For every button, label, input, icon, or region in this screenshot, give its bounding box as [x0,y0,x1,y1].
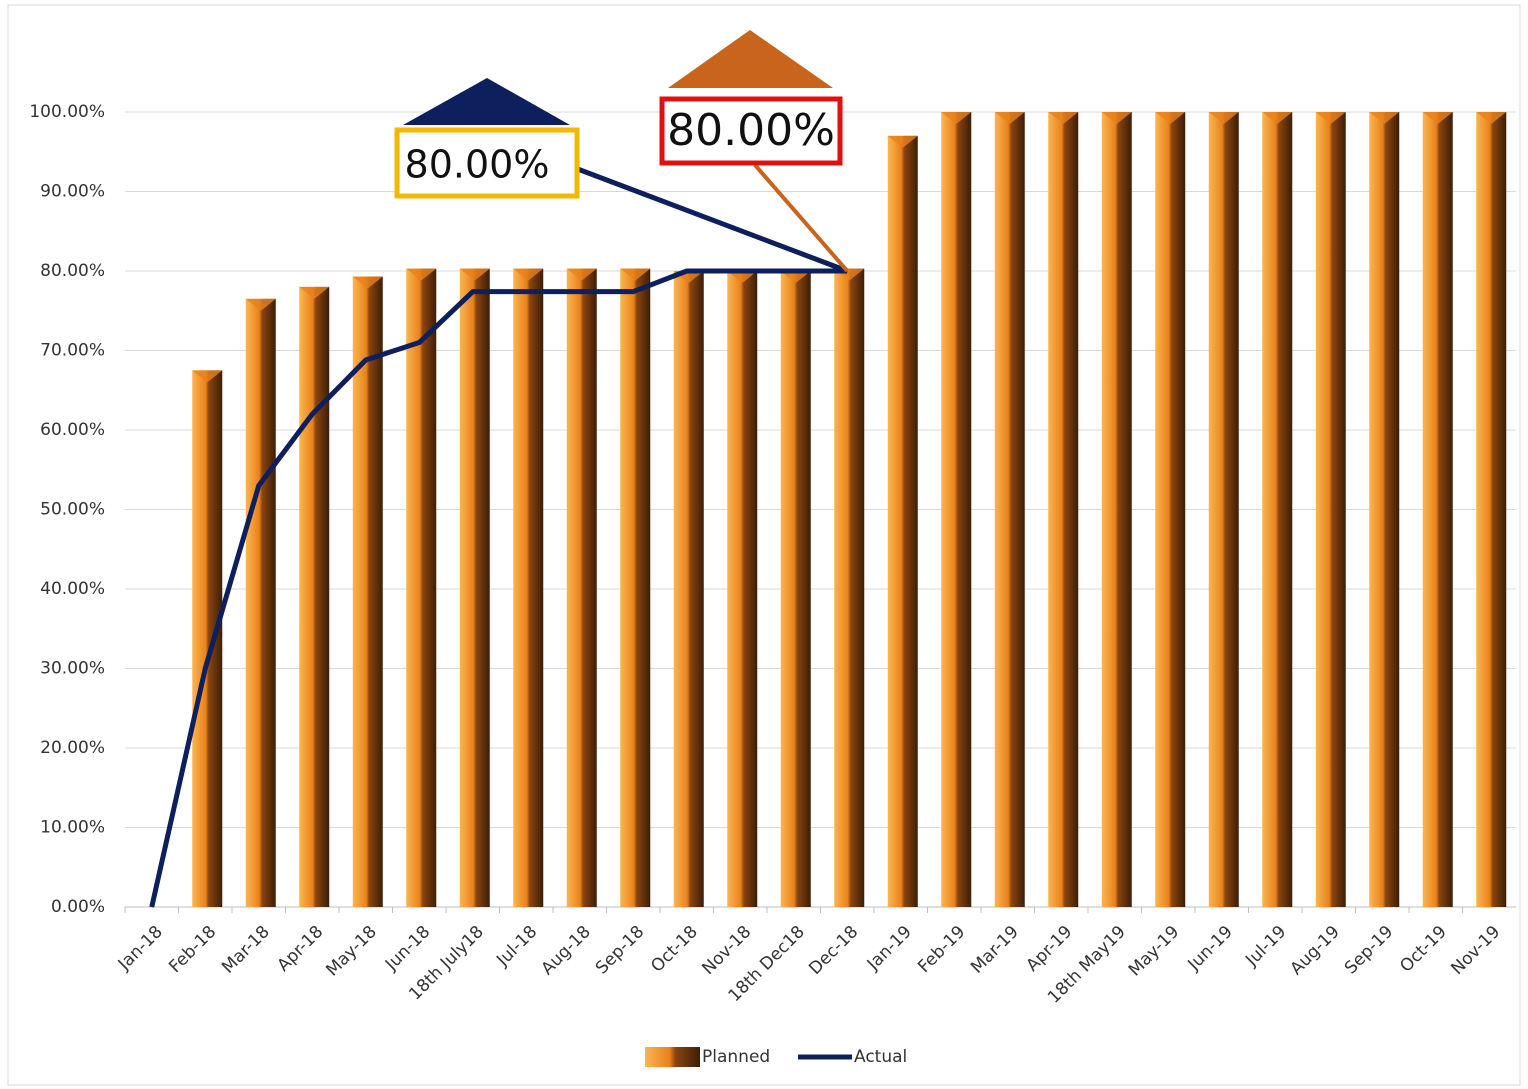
annotation-arrow [403,78,570,125]
leader-line [753,163,849,273]
bar-cap [780,271,811,283]
bar [1208,112,1239,907]
bar [192,370,223,907]
y-tick-label: 100.00% [29,102,105,122]
bar-cap [406,268,437,281]
bar [1155,112,1186,907]
bar [620,268,651,907]
bar [727,271,758,907]
y-tick-label: 50.00% [40,500,105,520]
bar-cap [727,271,758,283]
bar-cap [245,298,276,311]
bar [1101,112,1132,907]
y-tick-label: 60.00% [40,420,105,440]
bar [1048,112,1079,907]
y-tick-label: 40.00% [40,579,105,599]
line [149,268,848,908]
y-tick-label: 80.00% [40,261,105,281]
bar [245,298,276,907]
bar-cap [1155,112,1186,124]
annotation: 80.00% [405,143,550,187]
bar-cap [566,268,597,281]
legend-swatch [645,1047,700,1067]
bar-cap [192,370,223,383]
bar [459,268,490,907]
bar [887,135,918,908]
annotation-box [659,96,843,166]
bar-cap [1315,112,1346,124]
bar-cap [1262,112,1293,124]
bar-cap [1208,112,1239,124]
annotation-box [394,127,580,199]
bar [566,268,597,907]
bar [673,271,704,907]
annotation: 80.00% [667,105,835,156]
chart-frame [7,4,1521,1086]
legend-label: Actual [854,1047,907,1067]
bar-cap [299,286,330,299]
bar-cap [459,268,490,281]
bar-cap [994,112,1025,124]
annotation-arrow [668,30,833,88]
bar-cap [620,268,651,281]
y-tick-label: 70.00% [40,341,105,361]
bar-cap [941,112,972,124]
bar-cap [1369,112,1400,124]
leader-line [574,165,849,274]
bar [406,268,437,907]
bar [994,112,1025,907]
bar-cap [352,276,383,289]
bar [1476,112,1507,907]
y-tick-label: 90.00% [40,182,105,202]
bar [834,268,865,907]
bar [1369,112,1400,907]
y-tick-label: 0.00% [51,897,105,917]
bar [352,276,383,907]
y-tick-label: 20.00% [40,738,105,758]
bar [780,271,811,907]
y-tick-label: 30.00% [40,659,105,679]
bar [299,286,330,907]
bar [513,268,544,907]
y-tick-label: 10.00% [40,818,105,838]
bar-cap [1476,112,1507,124]
bar [941,112,972,907]
bar-cap [1048,112,1079,124]
legend-label: Planned [702,1047,770,1067]
bar-cap [1101,112,1132,124]
bar [1315,112,1346,907]
bar-cap [887,135,918,148]
bar [1262,112,1293,907]
bar [1422,112,1453,907]
bar-cap [513,268,544,281]
bar-cap [1422,112,1453,124]
